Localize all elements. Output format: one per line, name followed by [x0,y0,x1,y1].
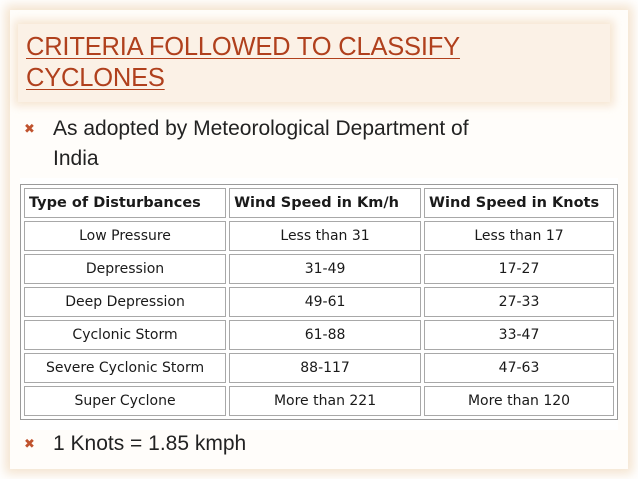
table-cell: 17-27 [424,254,614,284]
table-row: Super Cyclone More than 221 More than 12… [24,386,614,416]
table-row: Depression 31-49 17-27 [24,254,614,284]
classification-table: Type of Disturbances Wind Speed in Km/h … [20,184,618,420]
table-row: Severe Cyclonic Storm 88-117 47-63 [24,353,614,383]
table-cell: More than 221 [229,386,422,416]
bullet-text-line2: India [53,147,99,170]
table-cell: 61-88 [229,320,422,350]
table-cell: Super Cyclone [24,386,227,416]
table-cell: 31-49 [229,254,422,284]
table-cell: 27-33 [424,287,614,317]
table-cell: Less than 31 [229,221,422,251]
table-cell: Deep Depression [24,287,227,317]
table-cell: 47-63 [424,353,614,383]
table-cell: 49-61 [229,287,422,317]
table-row: Deep Depression 49-61 27-33 [24,287,614,317]
table-cell: Less than 17 [424,221,614,251]
slide-title-line2: CYCLONES [26,64,165,92]
table-cell: 33-47 [424,320,614,350]
slide-title: CRITERIA FOLLOWED TO CLASSIFY CYCLONES [26,32,606,94]
bullet-x-icon: ✖ [24,436,35,451]
table-cell: Severe Cyclonic Storm [24,353,227,383]
header-knots: Wind Speed in Knots [424,188,614,218]
table-cell: Cyclonic Storm [24,320,227,350]
header-kmh: Wind Speed in Km/h [229,188,422,218]
table-cell: More than 120 [424,386,614,416]
bullet-item-source: ✖ As adopted by Meteorological Departmen… [24,115,624,175]
title-bar [18,24,610,102]
bullet-text: 1 Knots = 1.85 kmph [53,432,247,455]
table-row: Low Pressure Less than 31 Less than 17 [24,221,614,251]
table-row: Cyclonic Storm 61-88 33-47 [24,320,614,350]
table-cell: 88-117 [229,353,422,383]
table-cell: Depression [24,254,227,284]
header-type: Type of Disturbances [24,188,227,218]
table-header-row: Type of Disturbances Wind Speed in Km/h … [24,188,614,218]
bullet-text-line1: As adopted by Meteorological Department … [53,117,469,140]
slide-title-line1: CRITERIA FOLLOWED TO CLASSIFY [26,33,460,61]
table-cell: Low Pressure [24,221,227,251]
bullet-x-icon: ✖ [24,121,35,136]
bullet-item-conversion: ✖ 1 Knots = 1.85 kmph [24,430,424,460]
classification-table-image: Type of Disturbances Wind Speed in Km/h … [20,178,618,430]
